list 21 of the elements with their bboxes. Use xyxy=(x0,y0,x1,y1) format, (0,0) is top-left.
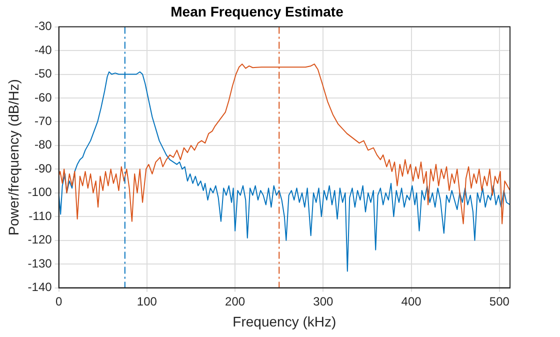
y-tick-label: -120 xyxy=(28,232,52,247)
x-axis-title: Frequency (kHz) xyxy=(232,313,336,330)
x-tick-label: 400 xyxy=(401,294,422,308)
x-tick-label: 100 xyxy=(136,294,158,308)
x-tick-label: 0 xyxy=(55,294,62,308)
y-tick-label: -110 xyxy=(28,208,52,223)
y-tick-label: -130 xyxy=(28,256,52,270)
y-tick-label: -100 xyxy=(28,185,52,200)
y-tick-label: -70 xyxy=(34,114,52,128)
x-tick-label: 200 xyxy=(225,294,246,308)
chart-title: Mean Frequency Estimate xyxy=(170,3,344,20)
y-tick-label: -50 xyxy=(34,66,52,81)
x-tick-label: 300 xyxy=(313,294,334,308)
y-tick-label: -60 xyxy=(34,90,52,104)
y-tick-label: -90 xyxy=(34,161,52,176)
x-tick-label: 500 xyxy=(489,294,510,308)
y-axis-title: Power/frequency (dB/Hz) xyxy=(5,79,22,236)
y-tick-label: -40 xyxy=(34,42,52,57)
y-tick-label: -140 xyxy=(28,280,52,294)
y-tick-label: -80 xyxy=(34,138,52,152)
y-tick-label: -30 xyxy=(34,19,52,34)
